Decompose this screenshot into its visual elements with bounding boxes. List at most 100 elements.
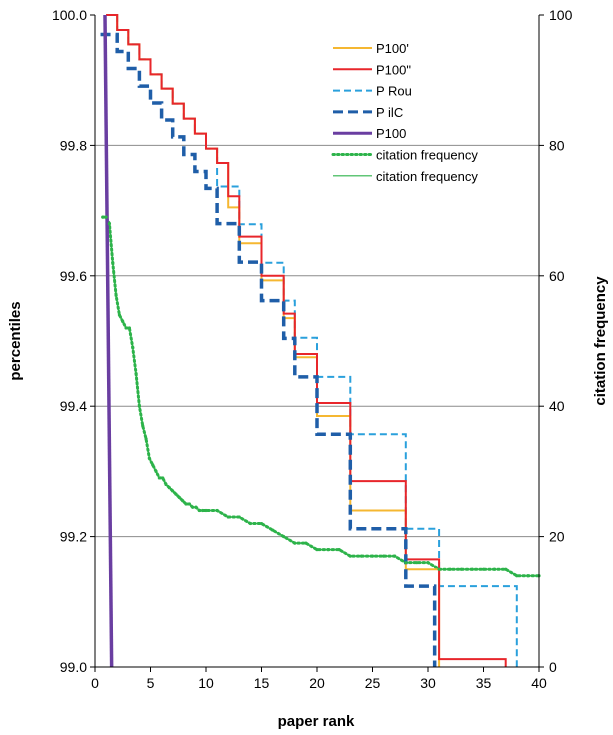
citation-point <box>448 567 452 571</box>
citation-point <box>259 521 264 526</box>
tick-labels: 99.0 99.2 99.4 99.6 99.8 100.0 0 20 40 60 80 100 0 5 1… <box>52 7 573 691</box>
x-tick-label: 0 <box>91 675 99 691</box>
gridlines <box>95 144 539 538</box>
citation-point <box>348 554 352 558</box>
legend-label: P100 <box>376 126 406 141</box>
y-tick-label: 99.4 <box>60 398 87 414</box>
citation-point <box>437 567 441 571</box>
legend-label: P ilC <box>376 105 403 120</box>
citation-point <box>237 515 241 519</box>
citation-point <box>226 515 230 519</box>
citation-point <box>124 326 128 330</box>
citation-point <box>271 528 275 532</box>
citation-point <box>101 215 105 219</box>
legend-label: P100' <box>376 41 409 56</box>
citation-point <box>161 476 165 480</box>
citation-point <box>515 574 519 578</box>
x-tick-label: 30 <box>420 675 436 691</box>
citation-point <box>248 521 252 526</box>
y2-tick-label: 60 <box>549 268 565 284</box>
citation-point <box>104 215 108 219</box>
y-tick-label: 100.0 <box>52 7 87 23</box>
axes <box>90 14 544 672</box>
citation-point <box>337 548 341 552</box>
citation-point <box>404 561 408 565</box>
y2-tick-label: 0 <box>549 659 557 675</box>
citation-point <box>157 476 161 480</box>
legend: P100' P100" P Rou P ilC P100 citation frequen… <box>331 41 478 184</box>
x-tick-label: 15 <box>254 675 270 691</box>
series-line-1 <box>106 14 507 667</box>
legend-label: P100" <box>376 62 411 77</box>
legend-label: citation frequency <box>376 148 478 163</box>
citation-point <box>107 222 112 226</box>
series-line-4 <box>103 14 114 668</box>
x-tick-label: 10 <box>198 675 214 691</box>
citation-point <box>370 554 375 558</box>
citation-point <box>184 502 188 506</box>
citation-point <box>215 508 219 513</box>
x-tick-label: 25 <box>365 675 381 691</box>
x-tick-label: 40 <box>531 675 547 691</box>
citation-point <box>415 561 419 565</box>
citation-point <box>177 495 181 500</box>
citation-point <box>174 492 178 496</box>
y-axis-title: percentiles <box>7 301 24 380</box>
citation-point <box>187 502 191 506</box>
y-tick-label: 99.0 <box>60 659 87 675</box>
y-tick-label: 99.6 <box>60 268 87 284</box>
citation-point <box>154 469 158 473</box>
citation-point <box>111 261 115 265</box>
x-tick-label: 5 <box>147 675 155 691</box>
citation-point <box>117 313 122 317</box>
y2-tick-label: 100 <box>549 7 573 23</box>
citation-point <box>201 508 205 513</box>
citation-point <box>147 456 151 460</box>
citation-point <box>304 541 308 545</box>
citation-point <box>504 567 508 571</box>
citation-point <box>151 463 155 467</box>
citation-point <box>481 567 486 571</box>
y2-tick-label: 20 <box>549 529 565 545</box>
legend-label: P Rou <box>376 84 412 99</box>
citation-point <box>134 372 138 376</box>
citation-point <box>127 326 132 330</box>
citation-point <box>204 508 208 513</box>
citation-point <box>121 319 125 324</box>
citation-point <box>382 554 386 558</box>
y2-axis-title: citation frequency <box>592 276 609 406</box>
y2-tick-label: 80 <box>549 137 565 153</box>
citation-point <box>282 535 286 539</box>
citation-point <box>171 489 175 493</box>
citation-point <box>141 424 145 428</box>
citation-point <box>167 486 171 490</box>
series-line-6 <box>102 216 539 577</box>
citation-point <box>393 554 397 558</box>
citation-point <box>293 541 297 545</box>
citation-point <box>426 561 430 565</box>
citation-point <box>197 508 201 513</box>
y2-tick-label: 40 <box>549 398 565 414</box>
citation-point <box>164 482 168 487</box>
x-axis-title: paper rank <box>278 713 355 730</box>
citation-point <box>137 404 141 408</box>
series-line-5 <box>101 215 541 578</box>
citation-point <box>194 505 198 509</box>
citation-point <box>191 505 195 509</box>
citation-point <box>181 499 185 503</box>
y-tick-label: 99.2 <box>60 529 87 545</box>
citation-point <box>114 293 118 297</box>
x-tick-label: 20 <box>309 675 325 691</box>
legend-label: citation frequency <box>376 169 478 184</box>
y-tick-label: 99.8 <box>60 137 87 153</box>
citation-point <box>131 345 135 350</box>
citation-point <box>315 548 319 552</box>
citation-point <box>470 567 474 571</box>
citation-point <box>459 567 463 571</box>
citation-point <box>326 548 330 552</box>
citation-point <box>144 437 148 441</box>
plot-series <box>100 14 541 668</box>
x-tick-label: 35 <box>476 675 492 691</box>
citation-point <box>359 554 363 558</box>
